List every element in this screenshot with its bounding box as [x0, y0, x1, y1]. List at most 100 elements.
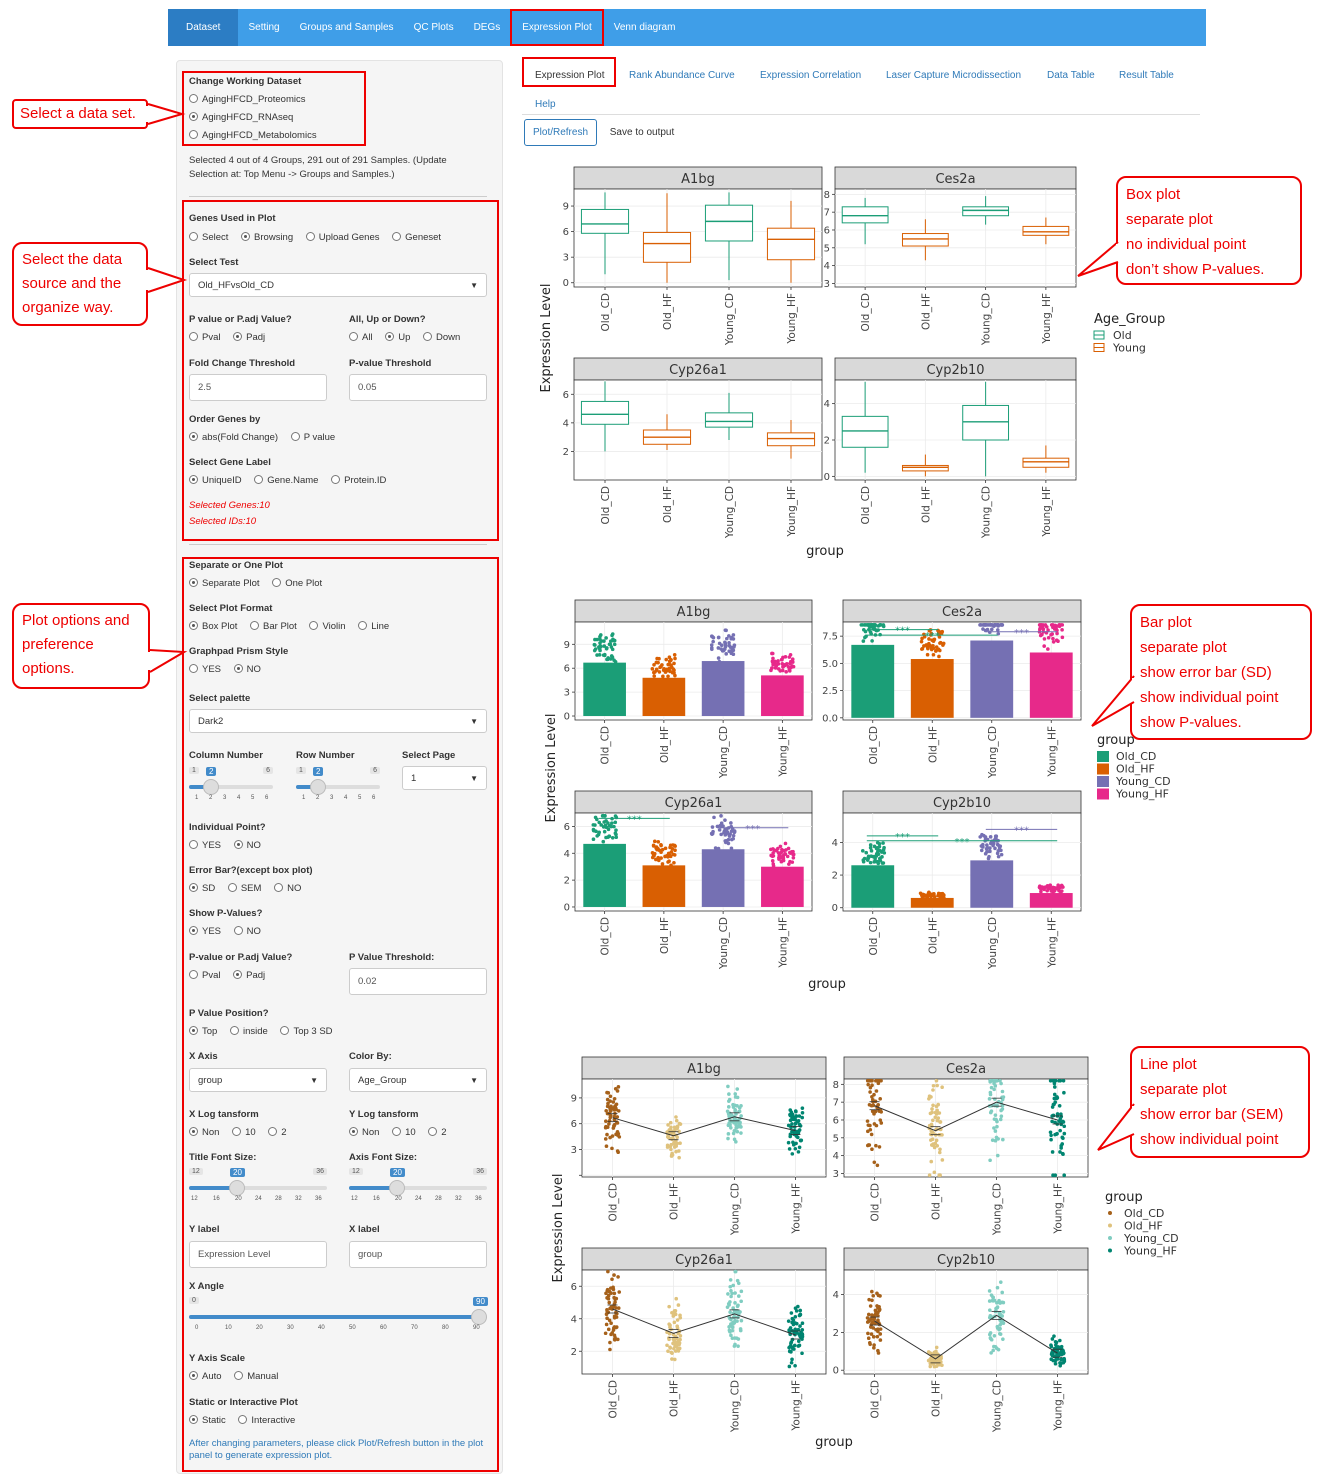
opt-all[interactable]: All [349, 332, 373, 343]
fc-threshold-input[interactable]: 2.5 [189, 374, 327, 401]
show-pvalues-radio-group[interactable]: YES NO [189, 926, 271, 937]
opt-10[interactable]: 10 [232, 1127, 256, 1138]
tab-qc-plots[interactable]: QC Plots [413, 22, 454, 33]
opt-geneset[interactable]: Geneset [392, 232, 441, 243]
save-to-output-button[interactable]: Save to output [603, 119, 681, 146]
dataset-option-rnaseq[interactable]: AgingHFCD_RNAseq [189, 112, 293, 123]
slider-handle[interactable] [229, 1180, 245, 1196]
individual-point-radio-group[interactable]: YES NO [189, 840, 271, 851]
order-radio-group[interactable]: abs(Fold Change) P value [189, 432, 345, 443]
subtab-rank-abundance[interactable]: Rank Abundance Curve [629, 70, 735, 81]
opt-2[interactable]: 2 [268, 1127, 287, 1138]
static-interactive-radio-group[interactable]: Static Interactive [189, 1415, 305, 1426]
subtab-expression-correlation[interactable]: Expression Correlation [760, 70, 862, 81]
error-bar-radio-group[interactable]: SD SEM NO [189, 883, 311, 894]
opt-yes[interactable]: YES [189, 926, 221, 937]
dataset-option-metabolomics[interactable]: AgingHFCD_Metabolomics [189, 130, 317, 141]
y-log-radio-group[interactable]: Non 10 2 [349, 1127, 457, 1138]
slider-handle[interactable] [203, 779, 219, 795]
opt-bar-plot[interactable]: Bar Plot [250, 621, 297, 632]
title-font-slider[interactable]: 12 36 20 12 16 20 24 28 32 36 [189, 1168, 327, 1208]
pvalue-type-radio-group[interactable]: Pval Padj [189, 970, 275, 981]
x-label-input[interactable]: group [349, 1241, 487, 1268]
opt-one-plot[interactable]: One Plot [272, 578, 322, 589]
genes-used-radio-group[interactable]: Select Browsing Upload Genes Geneset [189, 232, 451, 243]
direction-radio-group[interactable]: All Up Down [349, 332, 470, 343]
opt-no[interactable]: NO [233, 840, 261, 851]
tab-expression-plot[interactable]: Expression Plot [510, 9, 604, 46]
plot-refresh-button[interactable]: Plot/Refresh [524, 119, 597, 146]
opt-inside[interactable]: inside [229, 1026, 268, 1037]
opt-line[interactable]: Line [358, 621, 389, 632]
tab-groups-and-samples[interactable]: Groups and Samples [299, 22, 394, 33]
subtab-result-table[interactable]: Result Table [1119, 70, 1174, 81]
opt-non[interactable]: Non [189, 1127, 219, 1138]
opt-upload-genes[interactable]: Upload Genes [305, 232, 380, 243]
subtab-data-table[interactable]: Data Table [1047, 70, 1095, 81]
opt-top[interactable]: Top [189, 1026, 217, 1037]
opt-yes[interactable]: YES [189, 664, 221, 675]
opt-2[interactable]: 2 [428, 1127, 447, 1138]
subtab-laser-capture[interactable]: Laser Capture Microdissection [886, 70, 1022, 81]
prism-radio-group[interactable]: YES NO [189, 664, 271, 675]
opt-top-3sd[interactable]: Top 3 SD [280, 1026, 333, 1037]
opt-violin[interactable]: Violin [309, 621, 346, 632]
y-label-input[interactable]: Expression Level [189, 1241, 327, 1268]
opt-static[interactable]: Static [189, 1415, 226, 1426]
axis-font-slider[interactable]: 12 36 20 12 16 20 24 28 32 36 [349, 1168, 487, 1208]
opt-no[interactable]: NO [274, 883, 301, 894]
slider-handle[interactable] [389, 1180, 405, 1196]
tab-degs[interactable]: DEGs [473, 22, 501, 33]
opt-box-plot[interactable]: Box Plot [189, 621, 237, 632]
select-page-dropdown[interactable]: 1 ▼ [402, 766, 487, 790]
color-by-dropdown[interactable]: Age_Group ▼ [349, 1068, 487, 1092]
opt-10[interactable]: 10 [392, 1127, 416, 1138]
dataset-option-proteomics[interactable]: AgingHFCD_Proteomics [189, 94, 305, 105]
opt-select[interactable]: Select [189, 232, 228, 243]
opt-abs-fold-change[interactable]: abs(Fold Change) [189, 432, 278, 443]
opt-no[interactable]: NO [233, 664, 261, 675]
y-axis-scale-radio-group[interactable]: Auto Manual [189, 1371, 288, 1382]
x-log-radio-group[interactable]: Non 10 2 [189, 1127, 297, 1138]
opt-padj[interactable]: Padj [233, 970, 265, 981]
pvalue-position-radio-group[interactable]: Top inside Top 3 SD [189, 1026, 343, 1037]
x-angle-slider[interactable]: 0 90 0 10 20 30 40 50 60 70 80 90 [189, 1297, 488, 1337]
pvalue-threshold-input[interactable]: 0.05 [349, 374, 487, 401]
opt-sem[interactable]: SEM [227, 883, 261, 894]
plot-format-radio-group[interactable]: Box Plot Bar Plot Violin Line [189, 621, 399, 632]
x-axis-dropdown[interactable]: group ▼ [189, 1068, 327, 1092]
pvalue-threshold2-input[interactable]: 0.02 [349, 968, 487, 995]
opt-browsing[interactable]: Browsing [241, 232, 293, 243]
subtab-expression-plot[interactable]: Expression Plot [535, 70, 605, 81]
slider-handle[interactable] [310, 779, 326, 795]
opt-non[interactable]: Non [349, 1127, 379, 1138]
tab-setting[interactable]: Setting [248, 22, 280, 33]
pval-radio-group[interactable]: Pval Padj [189, 332, 275, 343]
opt-pval[interactable]: Pval [189, 970, 220, 981]
opt-up[interactable]: Up [385, 332, 410, 343]
gene-label-radio-group[interactable]: UniqueID Gene.Name Protein.ID [189, 475, 396, 486]
separate-radio-group[interactable]: Separate Plot One Plot [189, 578, 332, 589]
opt-yes[interactable]: YES [189, 840, 221, 851]
opt-sd[interactable]: SD [189, 883, 215, 894]
slider-handle[interactable] [471, 1309, 487, 1325]
palette-dropdown[interactable]: Dark2 ▼ [189, 709, 487, 733]
tab-dataset[interactable]: Dataset [168, 9, 239, 46]
tab-venn-diagram[interactable]: Venn diagram [613, 22, 676, 33]
opt-manual[interactable]: Manual [234, 1371, 278, 1382]
opt-uniqueid[interactable]: UniqueID [189, 475, 242, 486]
opt-p-value[interactable]: P value [290, 432, 335, 443]
opt-pval[interactable]: Pval [189, 332, 220, 343]
opt-down[interactable]: Down [423, 332, 460, 343]
opt-auto[interactable]: Auto [189, 1371, 222, 1382]
opt-protein-id[interactable]: Protein.ID [331, 475, 386, 486]
opt-separate-plot[interactable]: Separate Plot [189, 578, 260, 589]
opt-interactive[interactable]: Interactive [238, 1415, 295, 1426]
select-test-dropdown[interactable]: Old_HFvsOld_CD ▼ [189, 273, 487, 297]
opt-padj[interactable]: Padj [233, 332, 265, 343]
opt-no[interactable]: NO [233, 926, 261, 937]
subtab-help[interactable]: Help [535, 99, 556, 110]
opt-gene-name[interactable]: Gene.Name [254, 475, 318, 486]
